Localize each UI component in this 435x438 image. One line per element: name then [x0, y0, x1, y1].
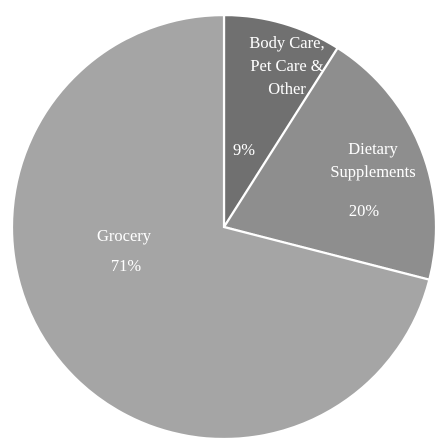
pie-slices [10, 13, 435, 438]
pie-labels: Body Care, Pet Care & Other 9% Dietary Supple… [97, 33, 416, 275]
slice-name-label: Body Care, Pet Care & Other [249, 33, 324, 98]
slice-percent-label: 20% [349, 201, 380, 220]
pie-slice-2 [222, 46, 435, 282]
pie-slice-3 [10, 13, 431, 438]
slice-percent-label: 9% [233, 140, 255, 159]
slice-name-label: Dietary Supplements [330, 139, 415, 181]
slice-percent-label: 71% [111, 256, 142, 275]
slice-name-label: Grocery [97, 226, 152, 245]
pie-slice-1 [222, 13, 340, 231]
